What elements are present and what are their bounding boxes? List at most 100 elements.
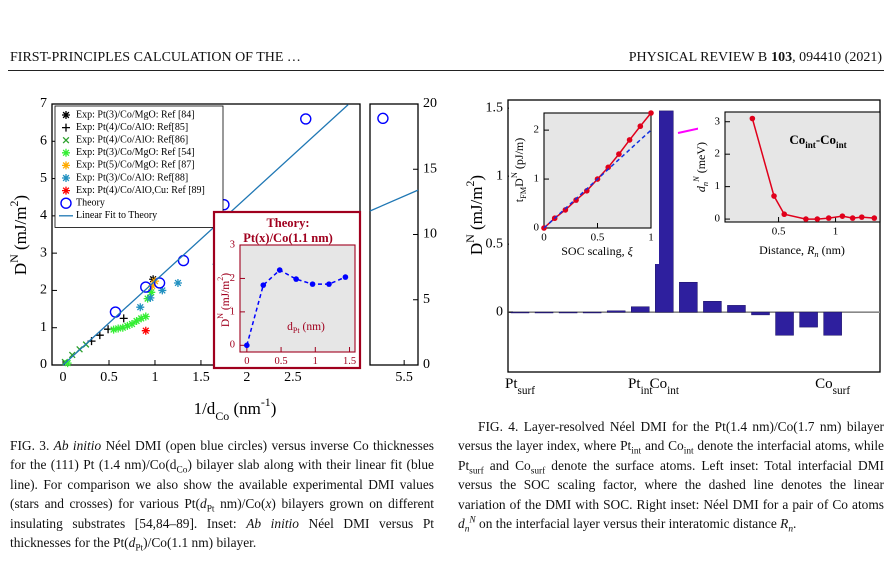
marker: [814, 216, 821, 222]
text-part: Ab initio: [246, 515, 299, 531]
data-line: [369, 189, 419, 212]
text-part: Distance,: [759, 243, 807, 257]
text-part: nm)/Co(: [214, 496, 266, 512]
text-part: ): [11, 195, 30, 201]
text-part: Pt: [628, 376, 641, 392]
bar: [558, 311, 578, 314]
x-tick-label: 0: [60, 370, 67, 385]
bar: [775, 311, 794, 336]
text-part: (nm: [229, 399, 261, 418]
text-part: int: [641, 385, 654, 397]
bar: [799, 311, 818, 328]
plot-frame-break: [369, 103, 419, 366]
text-part: Pt: [135, 543, 144, 554]
x-axis-label: dPt (nm): [287, 321, 325, 336]
text-part: ): [271, 399, 277, 418]
y-tick-label: 1.5: [486, 100, 504, 115]
text-part: n: [814, 250, 818, 259]
x-tick-label: Ptsurf: [505, 376, 535, 396]
figure-4-caption: FIG. 4. Layer-resolved Néel DMI for the …: [458, 417, 884, 535]
text-part: int: [683, 447, 694, 458]
y-tick-label: 5: [423, 292, 430, 307]
marker: [849, 215, 856, 221]
text-part: Pt: [505, 376, 518, 392]
marker: [147, 288, 156, 297]
text-part: denote the surface atoms. Left inset: To…: [458, 457, 884, 512]
y-tick-label: 2: [715, 148, 721, 160]
figure-3-caption: FIG. 3. Ab initio Néel DMI (open blue ci…: [10, 436, 434, 554]
marker: [95, 331, 104, 340]
marker: [109, 325, 118, 334]
plot-area: [543, 112, 652, 229]
text-part: -1: [261, 395, 271, 409]
text-part: Néel DMI (open blue circles) versus inve…: [10, 438, 434, 473]
text-part: Co: [650, 376, 668, 392]
data-line: [751, 118, 875, 220]
marker: [137, 314, 146, 323]
legend-label: Exp: Pt(3)/Co/MgO: Ref [84]: [76, 109, 195, 120]
marker: [136, 303, 145, 312]
x-tick-label: 0: [244, 356, 249, 367]
data-line: [62, 104, 349, 366]
y-tick-label: 5: [40, 171, 47, 186]
inset-title: Pt(x)/Co(1.1 nm): [243, 231, 333, 245]
text-part: n: [464, 524, 470, 535]
legend-label: Exp: Pt(4)/Co/AlO: Ref[86]: [76, 134, 188, 145]
text-part: 2: [7, 201, 21, 207]
legend-label: Theory: [76, 197, 105, 208]
text-part: d: [128, 535, 136, 551]
text-part: on the interfacial layer versus their in…: [475, 516, 781, 532]
x-tick-label: 0.5: [591, 231, 605, 243]
data-line: [543, 129, 652, 229]
text-part: D: [467, 243, 486, 255]
marker: [143, 294, 152, 303]
x-tick-label: Cosurf: [815, 376, 850, 396]
text-part: surf: [833, 385, 851, 397]
bar: [679, 281, 698, 313]
bar: [606, 310, 626, 313]
y-tick-label: 1: [230, 306, 235, 317]
y-tick-label: 1: [715, 180, 721, 192]
marker: [309, 281, 316, 287]
x-tick-label: Coint: [650, 376, 680, 396]
marker: [276, 267, 283, 273]
bar: [751, 311, 770, 316]
text-part: )/Co(1.1 nm) bilayer.: [143, 535, 257, 551]
x-tick-label: 0.5: [772, 225, 786, 237]
y-tick-label: 2: [230, 273, 235, 284]
marker: [839, 213, 846, 219]
text-part: Co: [215, 409, 229, 423]
bar: [582, 311, 602, 314]
plot-area: [239, 244, 356, 353]
text-part: N: [216, 313, 225, 319]
x-tick-label: 2.5: [284, 370, 302, 385]
text-part: FIG. 4. Layer-resolved Néel DMI for the …: [458, 419, 884, 454]
legend-label: Exp: Pt(5)/Co/MgO: Ref [87]: [76, 160, 195, 171]
text-part: and Co: [641, 438, 684, 454]
y-tick-label: 3: [715, 115, 721, 127]
marker: [648, 110, 654, 116]
legend-symbol: [62, 123, 70, 132]
x-tick-label: 0: [541, 231, 547, 243]
bar: [534, 311, 554, 314]
plot-frame: [507, 99, 881, 373]
text-part: d: [199, 496, 207, 512]
y-tick-label: 7: [40, 96, 47, 111]
marker: [109, 306, 122, 318]
inset-title: Theory:: [266, 216, 309, 230]
text-part: int: [631, 447, 642, 458]
y-tick-label: 0: [423, 357, 430, 372]
text-part: (nm): [300, 321, 325, 333]
x-tick-label: 5.5: [395, 370, 413, 385]
text-part: 2: [463, 181, 477, 187]
marker: [871, 215, 878, 221]
text-part: R: [806, 243, 815, 257]
marker: [562, 207, 569, 213]
marker: [132, 317, 141, 326]
y-axis-label: DN (mJ/m2): [7, 195, 30, 275]
text-part: d: [287, 321, 293, 333]
bar: [727, 305, 746, 313]
y-tick-label: 0.5: [486, 236, 504, 251]
y-tick-label: 3: [230, 239, 235, 250]
y-tick-label: 0: [496, 304, 503, 319]
